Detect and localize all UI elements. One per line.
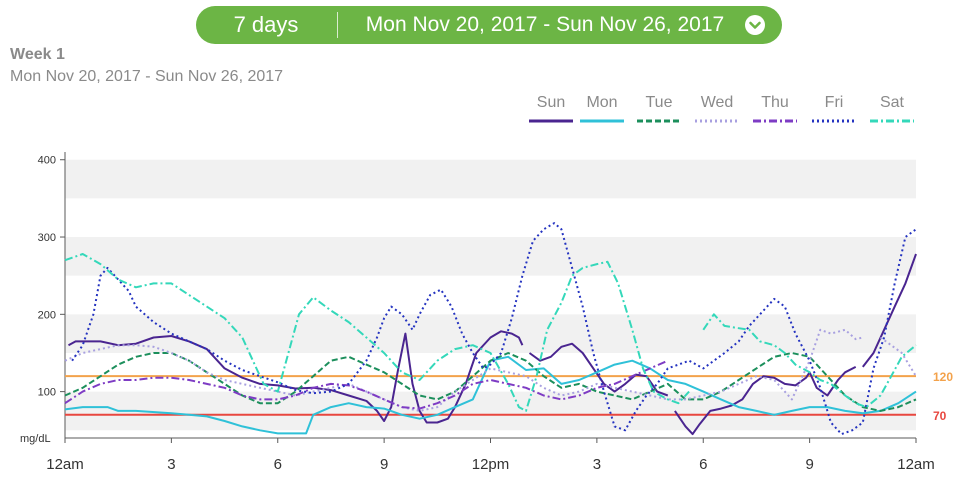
y-axis-label: mg/dL xyxy=(20,433,51,445)
date-range-label[interactable]: Mon Nov 20, 2017 - Sun Nov 26, 2017 xyxy=(365,13,725,36)
legend-label: Wed xyxy=(700,94,734,111)
legend-label: Thu xyxy=(761,94,789,111)
y-tick-label: 300 xyxy=(38,232,56,244)
x-tick-label: 6 xyxy=(274,456,282,473)
glucose-overlay-chart: 100 200 300 400 mg/dL 12am 3 6 9 12pm 3 6 9 12am 120 70 xyxy=(20,152,953,473)
grid-band xyxy=(65,391,916,431)
legend-swatch xyxy=(753,119,797,123)
week-date-range: Mon Nov 20, 2017 - Sun Nov 26, 2017 xyxy=(10,68,284,85)
grid-band xyxy=(65,159,916,199)
legend-item-fri[interactable]: Fri xyxy=(807,92,861,126)
legend-item-sun[interactable]: Sun xyxy=(524,92,578,126)
legend-swatch xyxy=(870,119,914,123)
y-tick-label: 200 xyxy=(38,309,56,321)
x-tick-label: 6 xyxy=(699,456,707,473)
legend-swatch xyxy=(637,119,681,123)
x-tick-label: 12pm xyxy=(472,456,510,473)
legend-swatch xyxy=(580,119,624,123)
days-range-label[interactable]: 7 days xyxy=(233,12,299,37)
legend-item-wed[interactable]: Wed xyxy=(690,92,744,126)
x-tick-label: 9 xyxy=(805,456,813,473)
series-line-sun xyxy=(68,253,917,436)
week-title: Week 1 xyxy=(10,46,65,63)
legend-swatch xyxy=(695,119,739,123)
chevron-down-icon[interactable] xyxy=(745,15,765,35)
x-tick-label: 12am xyxy=(46,456,84,473)
legend-label: Tue xyxy=(645,94,673,111)
date-range-selector[interactable]: 7 days Mon Nov 20, 2017 - Sun Nov 26, 20… xyxy=(196,6,782,44)
legend-item-sat[interactable]: Sat xyxy=(865,92,919,126)
legend-swatch xyxy=(529,119,573,123)
legend-item-mon[interactable]: Mon xyxy=(575,92,629,126)
series-line-sat xyxy=(64,253,917,412)
x-tick-label: 12am xyxy=(897,456,935,473)
legend-label: Sun xyxy=(536,94,566,111)
threshold-label: 70 xyxy=(933,409,947,423)
x-tick-label: 9 xyxy=(380,456,388,473)
y-tick-label: 400 xyxy=(38,155,56,167)
x-tick-label: 3 xyxy=(167,456,175,473)
legend-item-tue[interactable]: Tue xyxy=(632,92,686,126)
legend-label: Fri xyxy=(824,94,844,111)
range-divider xyxy=(337,12,338,38)
legend-label: Sat xyxy=(879,94,904,111)
x-tick-label: 3 xyxy=(593,456,601,473)
threshold-label: 120 xyxy=(933,370,953,384)
grid-band xyxy=(65,237,916,276)
legend-label: Mon xyxy=(586,94,618,111)
legend-item-thu[interactable]: Thu xyxy=(748,92,802,126)
grid-band xyxy=(65,314,916,353)
y-tick-label: 100 xyxy=(38,387,56,399)
legend-swatch xyxy=(812,119,856,123)
series-line-wed xyxy=(64,328,917,412)
